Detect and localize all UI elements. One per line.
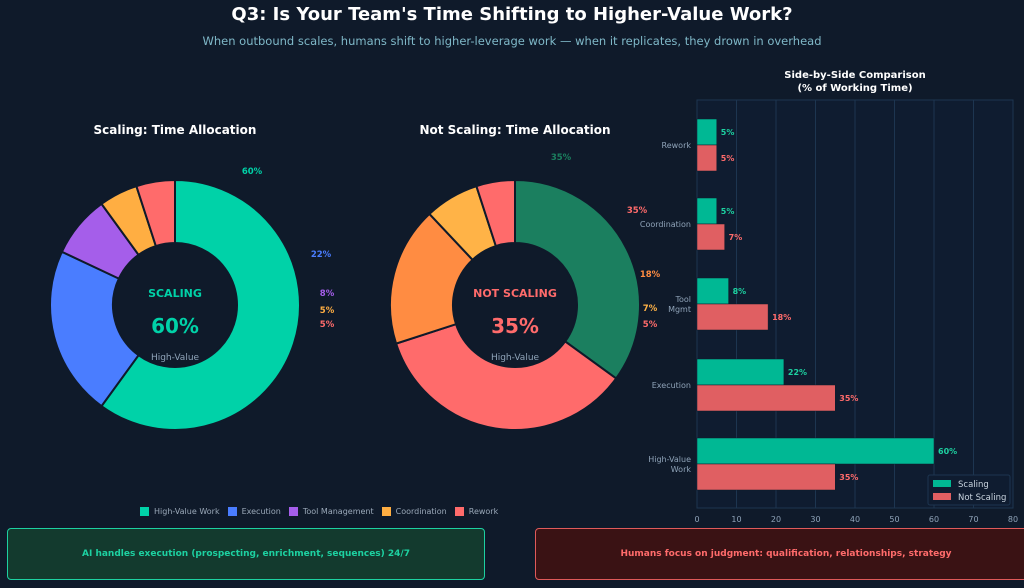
legend-item: Coordination bbox=[381, 507, 447, 516]
legend-label: Execution bbox=[241, 507, 281, 516]
bar-not-scaling bbox=[696, 144, 717, 172]
slice-label: 5% bbox=[320, 306, 335, 316]
donut-hole bbox=[114, 244, 236, 366]
callout-not-scaling: Humans focus on judgment: qualification,… bbox=[535, 528, 1024, 580]
bar-not-scaling bbox=[696, 223, 725, 251]
center-sublabel: High-Value bbox=[491, 353, 540, 363]
y-tick-label: Execution bbox=[652, 381, 691, 390]
legend-swatch bbox=[288, 507, 298, 516]
donut-slice bbox=[475, 178, 516, 248]
y-tick-label: Work bbox=[671, 465, 692, 474]
slice-label: 8% bbox=[320, 289, 335, 299]
legend-label: Tool Management bbox=[302, 507, 374, 516]
legend-swatch bbox=[140, 507, 149, 516]
y-tick-label: Rework bbox=[662, 141, 692, 150]
slice-label: 5% bbox=[643, 320, 658, 330]
bar-value-label: 35% bbox=[839, 394, 858, 403]
donut-title: Scaling: Time Allocation bbox=[94, 123, 257, 137]
center-value: 60% bbox=[151, 314, 199, 338]
legend-item: Tool Management bbox=[288, 507, 374, 516]
y-tick-label: High-Value bbox=[648, 455, 691, 464]
y-tick-label: Mgmt bbox=[668, 305, 691, 314]
bar-legend-swatch bbox=[933, 493, 951, 500]
bar-scaling bbox=[696, 277, 729, 305]
bar-value-label: 35% bbox=[839, 473, 858, 482]
center-label: SCALING bbox=[148, 287, 202, 300]
donut-slice bbox=[514, 178, 641, 380]
slice-label: 22% bbox=[311, 250, 332, 260]
x-tick-label: 0 bbox=[694, 515, 699, 524]
bar-value-label: 8% bbox=[733, 287, 747, 296]
legend-item: Rework bbox=[454, 507, 499, 516]
center-value: 35% bbox=[491, 314, 539, 338]
x-tick-label: 10 bbox=[731, 515, 741, 524]
x-tick-label: 70 bbox=[968, 515, 978, 524]
legend-label: Rework bbox=[468, 507, 499, 516]
bar-not-scaling bbox=[696, 384, 836, 412]
bar-legend-label: Scaling bbox=[958, 480, 989, 490]
bar-not-scaling bbox=[696, 303, 769, 331]
x-tick-label: 80 bbox=[1008, 515, 1018, 524]
donut-legend: High-Value Work Execution Tool Managemen… bbox=[140, 507, 498, 516]
donut-title: Not Scaling: Time Allocation bbox=[419, 123, 610, 137]
legend-swatch bbox=[227, 507, 237, 516]
slice-label: 18% bbox=[640, 270, 661, 280]
page-subtitle: When outbound scales, humans shift to hi… bbox=[202, 34, 822, 48]
donut-slice bbox=[100, 178, 301, 431]
bar-value-label: 5% bbox=[721, 128, 735, 137]
center-label: NOT SCALING bbox=[473, 287, 557, 300]
y-tick-label: Coordination bbox=[640, 220, 691, 229]
slice-label: 7% bbox=[643, 304, 658, 314]
slice-label: 60% bbox=[242, 167, 263, 177]
bar-value-label: 7% bbox=[729, 233, 743, 242]
legend-item: High-Value Work bbox=[140, 507, 220, 516]
legend-swatch bbox=[381, 507, 391, 516]
bar-not-scaling bbox=[696, 463, 836, 491]
legend-item: Execution bbox=[227, 507, 281, 516]
legend-label: Coordination bbox=[395, 507, 447, 516]
page-title: Q3: Is Your Team's Time Shifting to High… bbox=[231, 4, 793, 25]
legend-swatch bbox=[454, 507, 464, 516]
bar-legend-swatch bbox=[933, 480, 951, 487]
x-tick-label: 60 bbox=[929, 515, 939, 524]
bar-scaling bbox=[696, 437, 935, 465]
bar-scaling bbox=[696, 358, 785, 386]
bar-value-label: 18% bbox=[772, 313, 791, 322]
donut-hole bbox=[454, 244, 576, 366]
legend-label: High-Value Work bbox=[154, 507, 220, 516]
slice-label: 35% bbox=[627, 206, 648, 216]
slice-label: 35% bbox=[551, 153, 572, 163]
bar-value-label: 22% bbox=[788, 368, 807, 377]
x-tick-label: 40 bbox=[850, 515, 860, 524]
donut-slice bbox=[135, 178, 176, 248]
bar-value-label: 60% bbox=[938, 447, 957, 456]
donut-slice bbox=[394, 322, 618, 431]
x-tick-label: 20 bbox=[771, 515, 781, 524]
slice-label: 5% bbox=[320, 320, 335, 330]
donut-slice bbox=[389, 212, 474, 345]
bar-scaling bbox=[696, 197, 717, 225]
bar-value-label: 5% bbox=[721, 154, 735, 163]
bar-legend-label: Not Scaling bbox=[958, 493, 1006, 503]
bar-value-label: 5% bbox=[721, 207, 735, 216]
x-tick-label: 30 bbox=[810, 515, 820, 524]
donut-slice bbox=[49, 250, 140, 408]
center-sublabel: High-Value bbox=[151, 353, 200, 363]
y-tick-label: Tool bbox=[674, 295, 691, 304]
bar-chart-title: Side-by-Side Comparison bbox=[784, 70, 925, 81]
bar-scaling bbox=[696, 118, 717, 146]
x-tick-label: 50 bbox=[889, 515, 899, 524]
bar-chart-subtitle: (% of Working Time) bbox=[797, 83, 912, 94]
callout-scaling: AI handles execution (prospecting, enric… bbox=[7, 528, 485, 580]
